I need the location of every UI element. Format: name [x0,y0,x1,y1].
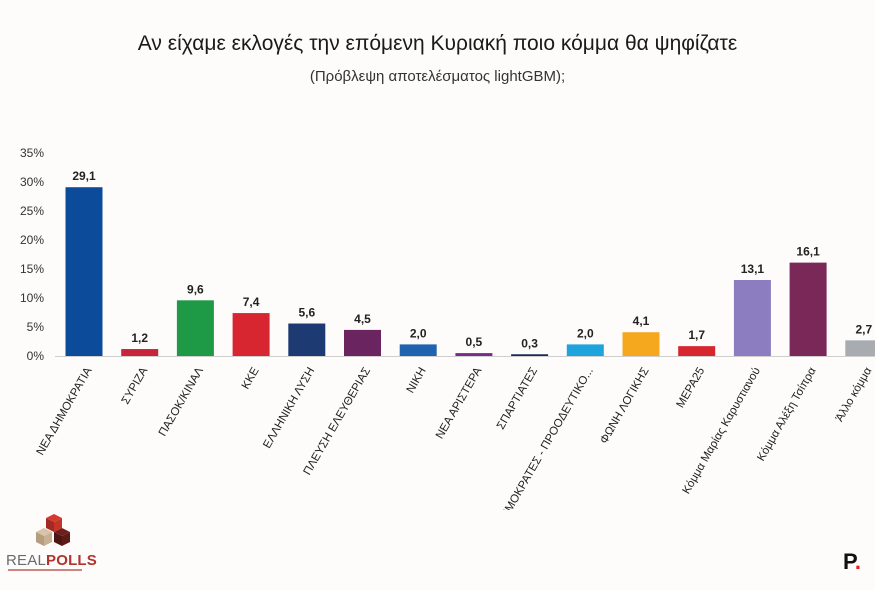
bar [232,313,270,356]
realpolls-wordmark: REALPOLLS [6,552,97,569]
logo-real-text: REAL [6,552,46,569]
x-tick-label: ΠΑΣΟΚ/ΚΙΝΑΛ [157,365,206,438]
data-label: 16,1 [796,245,820,259]
bar [344,329,381,356]
logo-polls-text: POLLS [46,552,98,569]
publisher-logo-letter: P [843,549,855,574]
x-tick-label: ΝΕΑ ΑΡΙΣΤΕΡΑ [434,365,485,441]
x-tick-label: ΔΗΜΟΚΡΑΤΕΣ - ΠΡΟΟΔΕΥΤΙΚΟ... [495,366,596,511]
chart-title: Αν είχαμε εκλογές την επόμενη Κυριακή πο… [137,32,738,55]
realpolls-logo: REALPOLLS [6,512,97,578]
data-label: 0,3 [521,336,538,350]
publisher-logo-dot: . [854,549,861,574]
y-tick-label: 10% [20,291,44,305]
x-tick-label: ΣΠΑΡΤΙΑΤΕΣ [495,366,540,432]
x-tick-label: ΝΙΚΗ [405,366,429,396]
y-tick-label: 30% [20,175,44,189]
data-label: 2,0 [577,326,594,340]
x-tick-label: ΚΚΕ [240,365,262,391]
x-tick-label: ΠΛΕΥΣΗ ΕΛΕΥΘΕΡΙΑΣ [302,366,374,478]
bar-chart: 0% 5% 10% 15% 20% 25% 30% 35% 29,1 ΝΕΑ ΔΗΜΟΚΡΑΤΙΑ… [20,146,875,511]
x-tick-label: Κόμμα Αλέξη Τσίπρα [755,365,819,463]
y-tick-label: 5% [27,320,45,334]
y-tick-label: 0% [27,349,45,363]
bar [789,262,827,356]
data-label: 29,1 [72,169,96,183]
x-tick-label: ΕΛΛΗΝΙΚΗ ΛΥΣΗ [261,366,317,451]
bar [566,344,604,356]
bar [288,323,326,356]
data-label: 9,6 [187,282,204,296]
logo-underline [8,569,82,571]
data-label: 4,1 [633,314,650,328]
y-tick-label: 25% [20,204,44,218]
cube-logo-icon [36,514,70,546]
bar [455,353,493,356]
chart-subtitle: (Πρόβλεψη αποτελέσματος lightGBM); [309,68,566,85]
bar [121,349,159,356]
publisher-logo: P. [843,549,861,575]
data-label: 7,4 [243,295,260,309]
y-tick-label: 35% [20,146,44,160]
x-tick-label: ΦΩΝΗ ΛΟΓΙΚΗΣ [598,366,651,446]
bar [176,300,214,356]
bar [845,340,875,356]
data-label: 0,5 [466,335,483,349]
bar [65,187,103,356]
x-tick-label: ΝΕΑ ΔΗΜΟΚΡΑΤΙΑ [35,365,95,457]
data-label: 5,6 [298,306,315,320]
y-tick-label: 15% [20,262,44,276]
x-tick-label: Άλλο κόμμα [834,365,875,424]
y-tick-label: 20% [20,233,44,247]
data-label: 13,1 [741,262,765,276]
x-tick-label: ΜΕΡΑ25 [675,366,708,411]
bar [622,332,660,356]
data-label: 1,2 [131,331,148,345]
data-label: 4,5 [354,312,371,326]
bar [678,346,716,356]
x-tick-label: ΣΥΡΙΖΑ [120,365,151,406]
data-label: 1,7 [688,328,705,342]
data-label: 2,7 [855,322,872,336]
bar [511,354,549,356]
bar [399,344,437,356]
bar [733,280,771,356]
data-label: 2,0 [410,326,427,340]
